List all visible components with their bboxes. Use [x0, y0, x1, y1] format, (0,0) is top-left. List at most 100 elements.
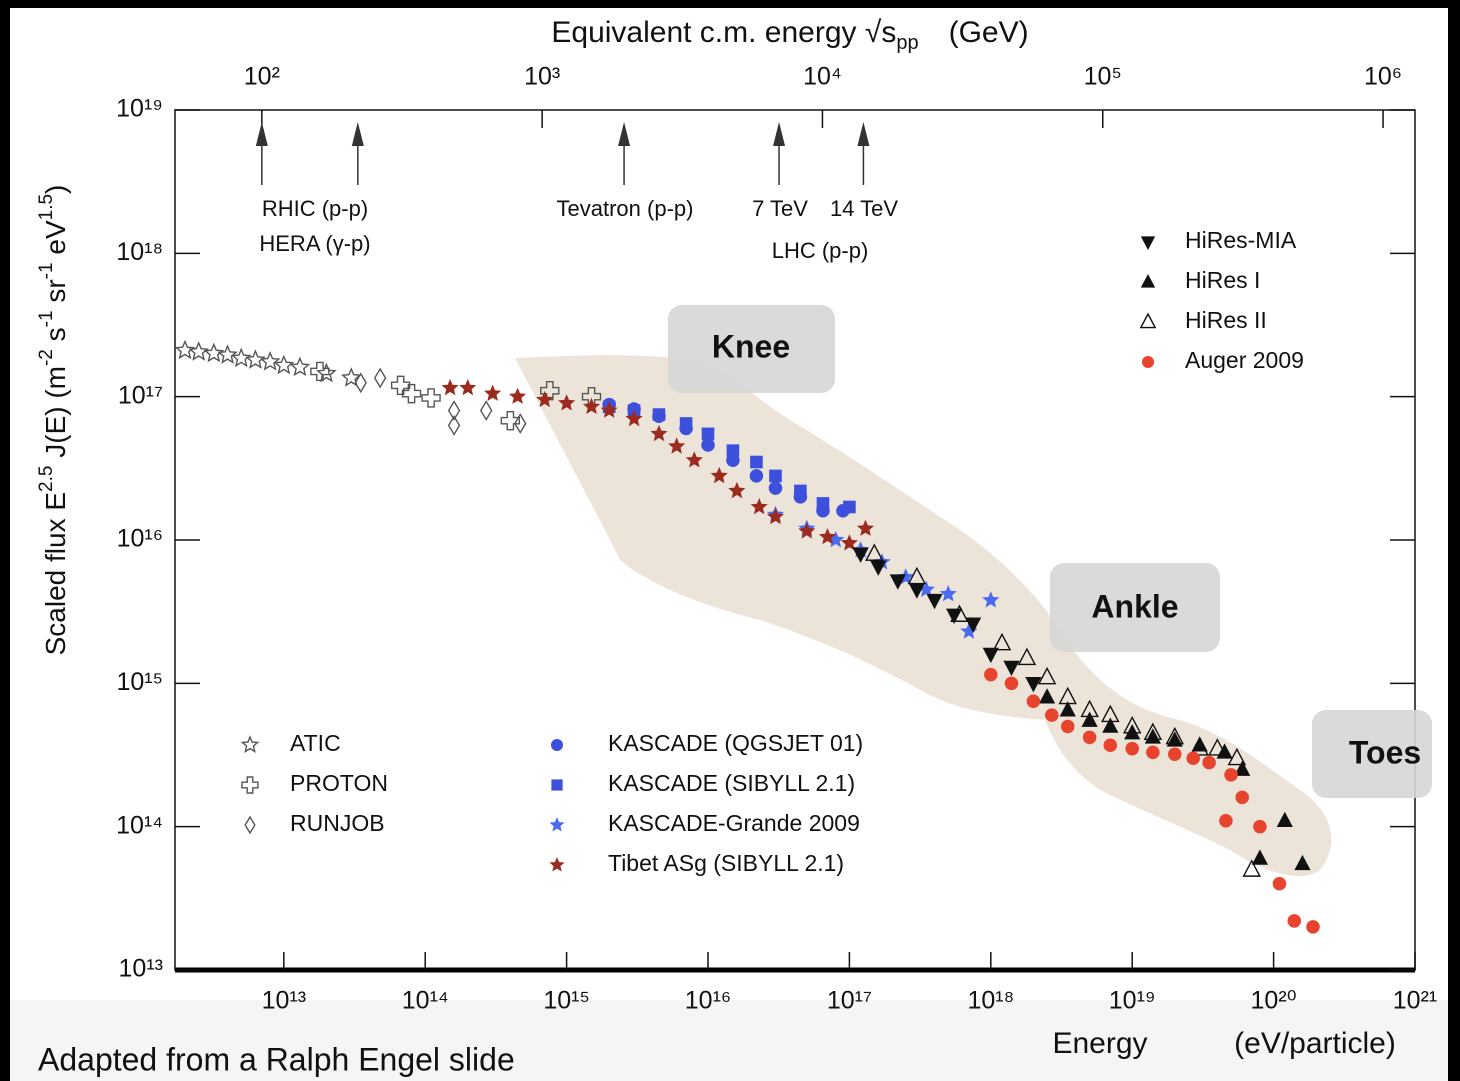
data-point — [540, 381, 560, 401]
x-tick-label: 10²¹ — [1393, 987, 1437, 1015]
data-point — [447, 415, 461, 436]
x-tick-label: 10¹⁹ — [1109, 987, 1156, 1015]
data-point — [749, 469, 764, 483]
data-point — [1003, 660, 1020, 677]
y-title-sup: 2.5 — [36, 466, 57, 492]
collider-label: HERA (γ-p) — [259, 231, 370, 256]
data-point — [982, 591, 1000, 608]
data-point — [1287, 914, 1302, 928]
data-point — [1122, 715, 1142, 734]
y-title-part: ) — [40, 185, 71, 194]
legend-label: ATIC — [290, 730, 341, 756]
data-point — [870, 560, 887, 576]
data-point — [1208, 738, 1227, 756]
data-point — [685, 451, 703, 468]
y-title-part: eV — [40, 220, 71, 262]
arrow-head — [857, 122, 870, 146]
data-point — [1038, 688, 1056, 704]
data-point — [917, 580, 935, 597]
data-point — [1146, 745, 1160, 760]
data-point — [889, 574, 906, 590]
data-point — [421, 388, 441, 408]
y-title-sup: -1 — [36, 262, 57, 279]
data-point — [794, 484, 807, 498]
data-point — [1102, 717, 1119, 733]
data-point — [1058, 686, 1077, 705]
series — [174, 339, 362, 387]
collider-label: Tevatron (p-p) — [557, 196, 694, 221]
data-point — [726, 444, 740, 457]
annotation-box — [1050, 563, 1220, 652]
data-point — [558, 394, 576, 411]
x-tick-label: 10¹³ — [262, 987, 306, 1015]
data-point — [1234, 760, 1251, 776]
x-tick-label: 10¹⁷ — [827, 987, 872, 1015]
collider-label: LHC (p-p) — [772, 238, 869, 263]
data-point — [509, 387, 527, 404]
data-point — [401, 383, 422, 404]
data-point — [650, 424, 668, 442]
collider-arrow — [618, 122, 631, 185]
data-point — [1004, 676, 1019, 691]
series — [441, 379, 875, 551]
data-point — [1025, 677, 1042, 693]
series — [865, 543, 1261, 877]
data-point — [1251, 849, 1268, 865]
legend-label: HiRes II — [1185, 307, 1267, 333]
data-point — [908, 583, 925, 599]
data-point — [217, 344, 238, 364]
data-point — [1165, 726, 1185, 745]
title-part: (GeV) — [949, 16, 1029, 49]
x2-tick-label: 10⁶ — [1364, 63, 1402, 91]
data-point — [1124, 724, 1141, 740]
data-point — [390, 375, 411, 396]
x-axis-unit: (eV/particle) — [1234, 1027, 1396, 1060]
data-point — [1227, 747, 1247, 766]
data-point — [1253, 819, 1267, 834]
data-point — [1017, 647, 1037, 666]
annotation: Toes — [1349, 734, 1421, 770]
data-point — [984, 667, 998, 682]
series — [984, 667, 1320, 934]
x2-tick-label: 10³ — [524, 63, 560, 91]
footer-band — [10, 1000, 1448, 1081]
legend-label: KASCADE (QGSJET 01) — [608, 730, 863, 756]
collider-arrow — [857, 122, 870, 185]
data-point — [1081, 711, 1098, 727]
legend-label: KASCADE-Grande 2009 — [608, 810, 860, 836]
data-point — [536, 390, 554, 408]
legend-marker — [241, 776, 259, 794]
data-point — [1186, 751, 1200, 766]
legend-marker — [549, 857, 565, 872]
data-point — [852, 547, 869, 563]
data-point — [769, 469, 782, 483]
data-point — [1026, 694, 1041, 708]
data-point — [1294, 854, 1311, 871]
data-point — [840, 534, 858, 551]
data-point — [273, 354, 295, 375]
data-point — [701, 427, 715, 441]
legend-label: PROTON — [290, 770, 388, 796]
data-point — [926, 593, 943, 610]
x-tick-label: 10¹⁶ — [685, 987, 731, 1015]
data-point — [1235, 790, 1249, 805]
collider-arrow — [351, 122, 364, 185]
data-point — [668, 437, 686, 454]
x-tick-label: 10¹⁸ — [967, 987, 1014, 1015]
data-point — [843, 500, 856, 514]
legend-label: KASCADE (SIBYLL 2.1) — [608, 770, 855, 796]
data-point — [447, 400, 461, 421]
data-point — [1306, 920, 1320, 934]
x-axis-title: Energy — [1052, 1027, 1147, 1060]
data-point — [245, 349, 266, 369]
y-tick-label: 10¹³ — [119, 955, 163, 983]
y-tick-label: 10¹⁹ — [116, 95, 163, 123]
y-title-part: s — [40, 327, 71, 349]
arrow-head — [618, 122, 631, 146]
footnote: Adapted from a Ralph Engel slide — [38, 1041, 515, 1077]
data-point — [1082, 730, 1097, 745]
data-point — [1202, 755, 1216, 770]
arrow-head — [773, 122, 786, 146]
data-point — [766, 507, 784, 525]
